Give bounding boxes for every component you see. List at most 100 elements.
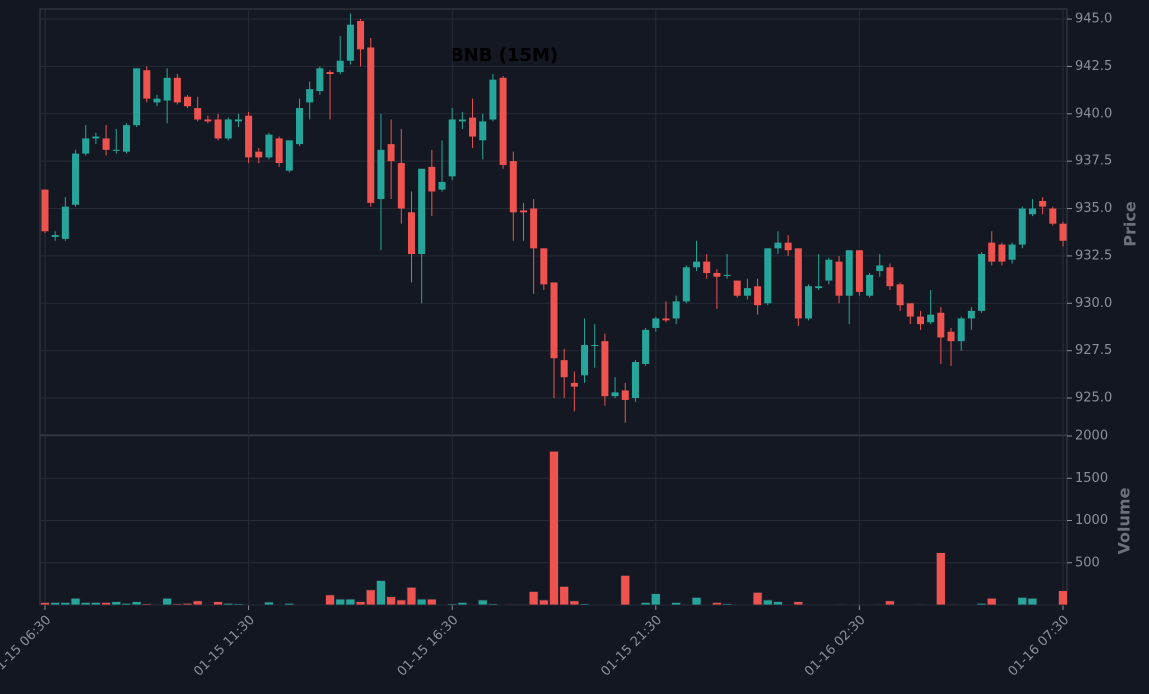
y-tick-label: 927.5 xyxy=(1075,343,1112,358)
candle-body xyxy=(743,288,751,296)
candle-body xyxy=(224,119,232,139)
candle-body xyxy=(1059,223,1067,241)
candle-body xyxy=(469,117,477,137)
candle-body xyxy=(1039,200,1047,207)
volume-bar xyxy=(854,603,865,606)
candle-body xyxy=(550,282,558,359)
candle-body xyxy=(682,267,690,302)
volume-bar xyxy=(711,602,722,606)
volume-bar xyxy=(40,602,50,606)
volume-bar xyxy=(60,602,71,606)
volume-bar xyxy=(559,586,570,606)
volume-bar xyxy=(213,601,223,606)
volume-bar xyxy=(406,586,417,606)
candle-body xyxy=(397,163,405,209)
volume-bar xyxy=(182,602,193,606)
candle-body xyxy=(387,144,395,162)
candle-body xyxy=(102,138,110,150)
volume-bar xyxy=(162,597,173,606)
candle-body xyxy=(815,286,823,289)
candle-body xyxy=(1049,208,1057,224)
candle-body xyxy=(784,242,792,251)
candle-body xyxy=(672,301,680,319)
candle-body xyxy=(72,153,80,205)
volume-bar xyxy=(345,598,356,606)
candle-body xyxy=(713,272,721,277)
volume-bar xyxy=(579,603,590,606)
volume-bar xyxy=(691,596,702,606)
volume-bar xyxy=(508,603,519,606)
candle-body xyxy=(540,248,548,285)
volume-bar xyxy=(620,575,631,606)
volume-bar xyxy=(447,603,458,606)
candle-body xyxy=(133,68,141,126)
volume-bar xyxy=(1017,596,1028,606)
y-axis-label: Volume xyxy=(1115,487,1134,554)
volume-bar xyxy=(528,591,539,606)
volume-bar xyxy=(376,580,386,606)
volume-bar xyxy=(101,602,111,606)
candle-body xyxy=(611,392,619,397)
volume-bar xyxy=(355,601,366,606)
candle-body xyxy=(906,303,914,317)
candle-body xyxy=(214,119,222,139)
y-tick-label: 1500 xyxy=(1075,471,1108,486)
y-axis-label: Price xyxy=(1121,201,1140,247)
candle-body xyxy=(275,138,283,164)
candle-body xyxy=(163,77,171,101)
y-tick-label: 925.0 xyxy=(1075,391,1112,406)
volume-bar xyxy=(762,599,773,606)
candle-body xyxy=(845,250,853,296)
volume-bar xyxy=(986,597,997,606)
candle-body xyxy=(601,341,609,397)
candle-body xyxy=(835,261,843,296)
candle-body xyxy=(336,60,344,73)
candle-body xyxy=(662,318,670,321)
candle-body xyxy=(794,248,802,319)
volume-bar xyxy=(80,602,91,606)
candle-body xyxy=(316,68,324,92)
volume-bar xyxy=(172,603,183,606)
chart-title: BNB (15M) xyxy=(450,45,558,66)
candle-body xyxy=(458,119,466,122)
candle-body xyxy=(764,248,772,304)
volume-bar xyxy=(121,602,132,606)
volume-bar xyxy=(997,603,1007,606)
candle-body xyxy=(265,134,273,158)
volume-bar xyxy=(335,598,346,606)
volume-bar xyxy=(70,597,81,606)
candle-body xyxy=(774,242,782,249)
volume-bar xyxy=(752,591,763,606)
volume-bar xyxy=(915,603,926,606)
volume-bar xyxy=(681,603,692,606)
volume-bar xyxy=(325,594,335,606)
volume-bar xyxy=(152,603,162,606)
y-tick-label: 500 xyxy=(1075,555,1100,570)
candle-body xyxy=(947,331,955,342)
candle-body xyxy=(61,206,69,239)
candle-body xyxy=(967,310,975,319)
candle-body xyxy=(1028,208,1036,215)
volume-bar xyxy=(538,599,549,606)
volume-bar xyxy=(885,600,895,606)
volume-bar xyxy=(793,601,804,606)
candle-body xyxy=(825,259,833,281)
candle-body xyxy=(591,344,599,346)
y-tick-label: 935.0 xyxy=(1075,201,1112,216)
candle-body xyxy=(418,168,426,255)
volume-bar xyxy=(834,603,844,606)
volume-bar xyxy=(1027,597,1038,606)
candle-body xyxy=(377,149,385,200)
candle-body xyxy=(957,318,965,342)
candle-body xyxy=(499,77,507,165)
candle-body xyxy=(855,250,863,292)
volume-bar xyxy=(946,603,956,606)
volume-bar xyxy=(457,602,468,606)
candle-body xyxy=(937,312,945,338)
volume-bar xyxy=(91,602,101,606)
candle-body xyxy=(916,316,924,325)
candle-body xyxy=(866,274,874,296)
candle-body xyxy=(41,189,49,232)
volume-bar xyxy=(396,599,407,606)
